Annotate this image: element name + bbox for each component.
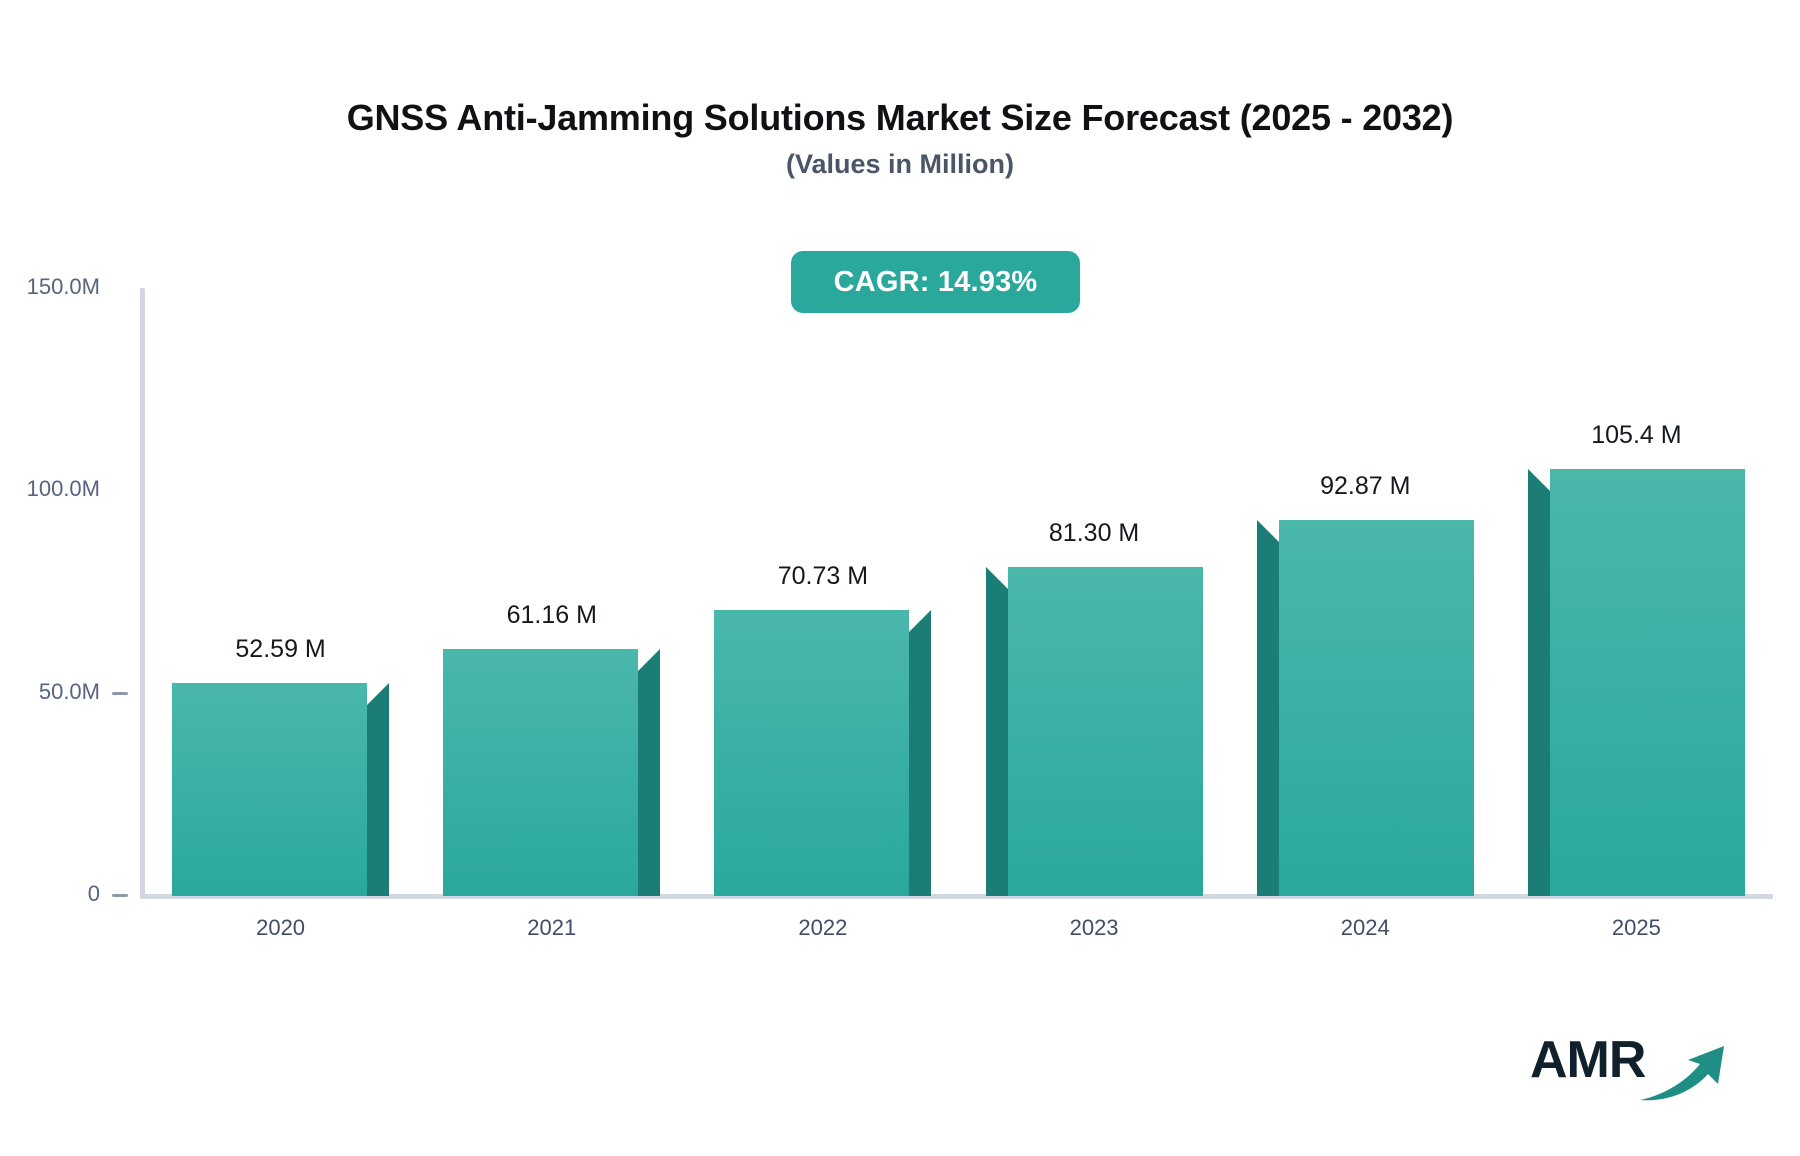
bar-front-face [1278,520,1474,896]
amr-logo-text: AMR [1530,1031,1646,1089]
bar-top-face [985,567,1008,589]
bar-front-face [443,648,639,896]
x-axis-line [140,894,1773,899]
bar [1256,520,1474,896]
bar [172,683,390,896]
x-axis-tick-label: 2024 [1340,915,1390,940]
cagr-badge: CAGR: 14.93% [791,251,1080,313]
bar-value-label: 52.59 M [235,635,326,664]
bar-value-label: 81.30 M [1048,519,1140,547]
bar-side-face [367,705,390,896]
bar-top-face [909,609,932,632]
cagr-badge-label: CAGR: 14.93% [833,265,1038,298]
bar-top-face [638,648,661,671]
y-axis-tick-mark [112,894,128,897]
bar-value-label: 70.73 M [777,561,869,590]
y-axis-line [140,288,145,898]
y-axis-tick-label: 50.0M [38,678,100,704]
x-axis-tick-label: 2020 [256,915,306,940]
x-axis-tick-label: 2023 [1069,915,1119,940]
amr-logo: AMR [1530,1030,1730,1110]
bar-side-face [1527,491,1550,896]
bar-top-face [367,683,390,706]
bar [714,609,932,896]
page-title: GNSS Anti-Jamming Solutions Market Size … [346,97,1454,138]
bar-front-face [714,609,910,896]
chart-subtitle: (Values in Million) [785,149,1015,179]
y-axis-tick-label: 100.0M [26,476,100,502]
bar-top-face [1256,520,1279,543]
bar-front-face [1549,469,1745,896]
bar-front-face [172,683,368,896]
bar [1527,469,1745,896]
bar-side-face [638,670,661,896]
bar-side-face [1256,542,1279,896]
y-axis-tick-label: 0 [87,881,100,906]
bar [985,567,1203,896]
bar-side-face [985,589,1008,896]
bar [443,648,661,896]
bar-side-face [909,631,932,896]
x-axis-tick-label: 2025 [1611,915,1661,940]
bar-value-label: 61.16 M [506,600,597,629]
x-axis-tick-label: 2022 [798,915,848,940]
bar-top-face [1527,469,1550,492]
x-axis-tick-label: 2021 [527,915,577,940]
bar-value-label: 105.4 M [1591,421,1682,450]
bar-value-label: 92.87 M [1320,472,1411,501]
y-axis-tick-label: 150.0M [26,274,100,299]
growth-arrow-icon [1640,1046,1724,1101]
y-axis-tick-mark [112,691,128,695]
bar-front-face [1007,567,1203,896]
